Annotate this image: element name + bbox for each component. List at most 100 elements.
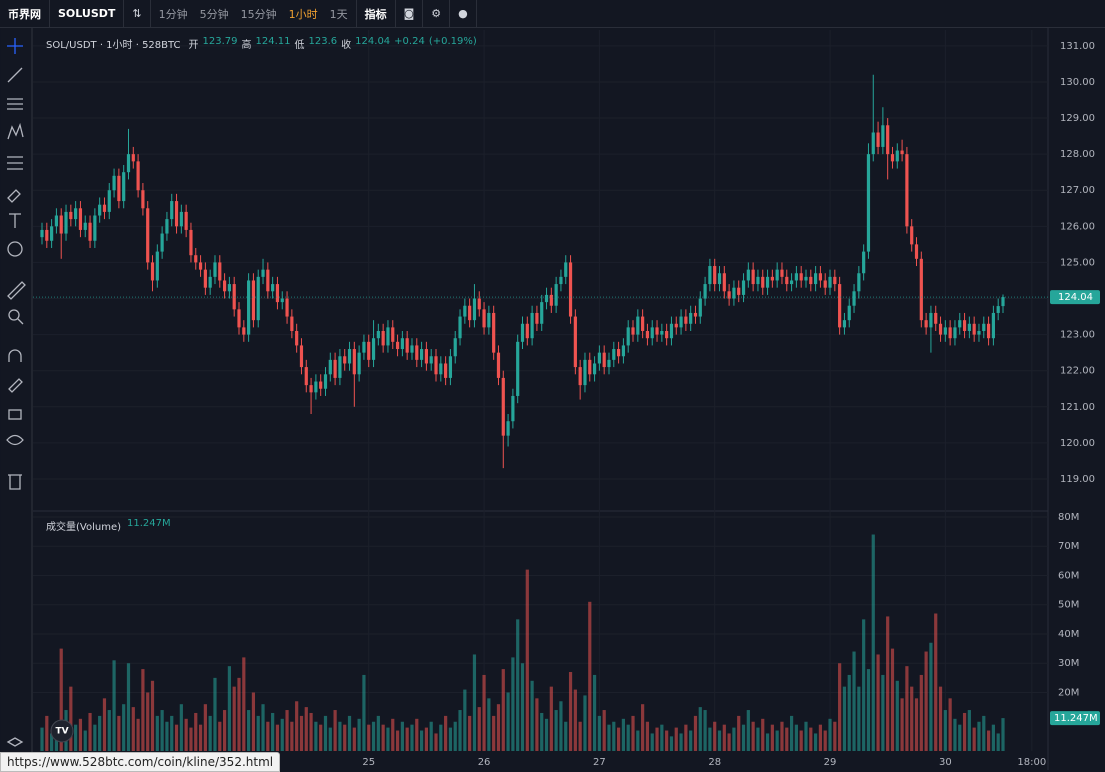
line-tool[interactable] — [7, 67, 23, 83]
lock-draw-tool[interactable] — [8, 378, 23, 393]
candle-body — [453, 338, 457, 357]
close-label: 收 — [341, 40, 352, 51]
y-tick-label: 120.00 — [1060, 438, 1095, 449]
compare-button[interactable]: ⇅ — [124, 0, 151, 28]
layers-tool[interactable] — [6, 737, 24, 747]
volume-bar — [170, 715, 174, 751]
delete-tool[interactable] — [8, 474, 22, 490]
volume-bar — [871, 534, 875, 751]
volume-bar — [74, 724, 78, 751]
y-tick-label: 125.00 — [1060, 257, 1095, 268]
candle-body — [737, 287, 741, 295]
candle-body — [477, 298, 481, 310]
volume-bar — [112, 660, 116, 751]
volume-tick-label: 50M — [1058, 600, 1079, 611]
volume-bar — [247, 710, 251, 751]
pattern-tool[interactable] — [7, 122, 24, 140]
candle-body — [304, 367, 308, 386]
candle-body — [641, 316, 645, 331]
volume-bar — [866, 669, 871, 751]
volume-bar — [126, 663, 131, 751]
volume-bar — [770, 724, 774, 751]
volume-bar — [684, 724, 688, 751]
candle-body — [857, 273, 861, 292]
volume-bar — [641, 704, 645, 751]
interval-button[interactable]: 1天 — [329, 7, 348, 21]
volume-bar — [242, 657, 246, 751]
snapshot-button[interactable]: ◙ — [396, 0, 424, 28]
interval-button[interactable]: 15分钟 — [240, 7, 277, 21]
interval-button[interactable]: 1分钟 — [158, 7, 188, 21]
indicators-button[interactable]: 指标 — [357, 0, 396, 28]
volume-bar — [333, 710, 337, 751]
fib-tool[interactable] — [7, 98, 23, 110]
candle-body — [996, 306, 1000, 313]
interval-button[interactable]: 5分钟 — [199, 7, 229, 21]
volume-bar — [222, 710, 227, 751]
candle-body — [213, 262, 217, 277]
candle-body — [429, 356, 433, 364]
volume-bar — [189, 727, 193, 751]
lock-tool[interactable] — [8, 409, 22, 420]
volume-bar — [804, 721, 808, 751]
candle-body — [588, 359, 592, 375]
ruler-tool[interactable] — [7, 281, 26, 300]
last-price-box — [1050, 290, 1100, 305]
volume-bar — [544, 718, 549, 751]
volume-bar — [948, 698, 952, 751]
candle-body — [516, 341, 520, 396]
volume-last: 11.247M — [127, 518, 171, 529]
candle-body — [684, 316, 688, 324]
text-tool[interactable] — [9, 213, 21, 228]
volume-bar — [982, 715, 986, 751]
eye-tool[interactable] — [6, 434, 24, 446]
candle-body — [660, 330, 664, 335]
volume-bar — [592, 674, 597, 751]
candle-body — [828, 276, 832, 288]
candle-body — [592, 363, 597, 375]
candle-body — [174, 201, 179, 227]
candle-body — [285, 298, 289, 317]
volume-bar — [285, 710, 289, 751]
logo[interactable]: 币界网 — [0, 0, 50, 28]
candle-body — [386, 327, 390, 346]
volume-bar — [391, 718, 395, 751]
interval-button[interactable]: 1小时 — [288, 7, 318, 21]
change-pct: (+0.19%) — [428, 36, 477, 47]
candle-body — [122, 172, 126, 202]
candle-body — [938, 323, 943, 335]
volume-bar — [107, 710, 111, 751]
settings-button[interactable]: ⚙ — [423, 0, 451, 28]
projection-tool[interactable] — [7, 156, 23, 170]
volume-bar — [362, 674, 366, 751]
candle-body — [809, 276, 813, 285]
volume-bar — [83, 730, 87, 751]
candle-body — [967, 323, 971, 331]
candle-body — [520, 323, 525, 342]
x-tick-label: 26 — [478, 757, 491, 768]
volume-bar — [938, 686, 943, 751]
volume-bar — [150, 680, 155, 751]
candle-body — [732, 287, 736, 299]
volume-bar — [266, 721, 270, 751]
candle-body — [319, 381, 323, 389]
tv-logo-text: TV — [55, 727, 68, 737]
volume-bar — [703, 710, 707, 751]
volume-legend: 成交量(Volume) 11.247M — [46, 518, 171, 533]
close-value: 124.04 — [355, 36, 391, 47]
candle-body — [439, 363, 443, 375]
theme-button[interactable]: ● — [450, 0, 477, 28]
left-toolbar — [0, 28, 33, 770]
crosshair-tool[interactable] — [7, 38, 23, 54]
candle-body — [693, 312, 698, 317]
brush-tool[interactable] — [7, 189, 21, 203]
symbol[interactable]: SOLUSDT — [50, 0, 125, 28]
candle-body — [280, 298, 284, 303]
magnet-tool[interactable] — [8, 349, 22, 362]
zoom-tool[interactable] — [8, 309, 20, 321]
candle-body — [886, 125, 890, 155]
volume-bar — [213, 677, 217, 751]
y-tick-label: 119.00 — [1060, 474, 1095, 485]
candle-body — [689, 312, 693, 324]
emoji-tool[interactable] — [7, 241, 23, 257]
